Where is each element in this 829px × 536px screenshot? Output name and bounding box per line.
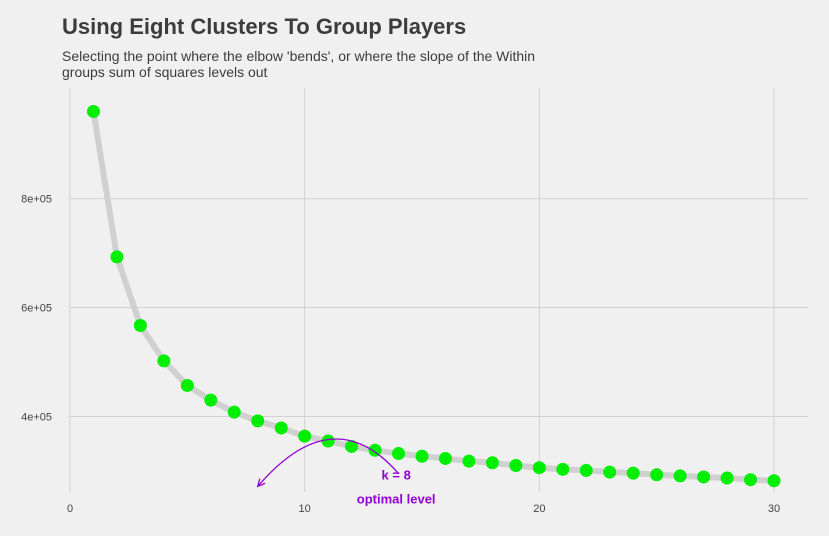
data-point [227,405,241,419]
data-point [204,393,218,407]
annotation-arrowhead [256,478,266,488]
annotation-optimal-label: optimal level [357,491,436,506]
data-point [415,449,429,463]
y-tick-label: 4e+05 [21,412,52,424]
data-point [650,468,664,482]
data-point [133,319,147,333]
chart-title: Using Eight Clusters To Group Players [62,14,467,39]
data-point [532,461,546,475]
data-point [462,454,476,468]
data-point [180,378,194,392]
y-tick-label: 6e+05 [21,303,52,315]
x-tick-label: 0 [67,503,73,515]
x-tick-label: 20 [533,503,545,515]
series-layer [86,104,781,488]
annotation-layer: k = 8 optimal level [256,438,436,506]
data-point [345,439,359,453]
grid-lines [69,88,808,492]
data-point [86,104,100,118]
data-point [626,466,640,480]
data-point [157,354,171,368]
data-point [110,250,124,264]
axis-labels: 0 10 20 30 4e+05 6e+05 8e+05 [21,194,780,515]
y-tick-label: 8e+05 [21,194,52,206]
series-line [90,108,777,484]
annotation-arrow [257,438,400,487]
data-point [579,463,593,477]
data-point [485,456,499,470]
data-point [251,414,265,428]
annotation-k-label: k = 8 [382,467,411,482]
data-point [673,469,687,483]
data-point [438,451,452,465]
data-point [720,471,734,485]
x-tick-label: 30 [768,503,780,515]
data-point [697,470,711,484]
data-point [603,465,617,479]
data-point [321,434,335,448]
data-point [298,429,312,443]
data-point [744,473,758,487]
data-point [556,462,570,476]
data-point [392,447,406,461]
chart-subtitle: Selecting the point where the elbow 'ben… [62,48,536,80]
data-point [368,443,382,457]
data-point [274,421,288,435]
data-point [767,474,781,488]
data-point [509,459,523,473]
x-tick-label: 10 [299,503,311,515]
